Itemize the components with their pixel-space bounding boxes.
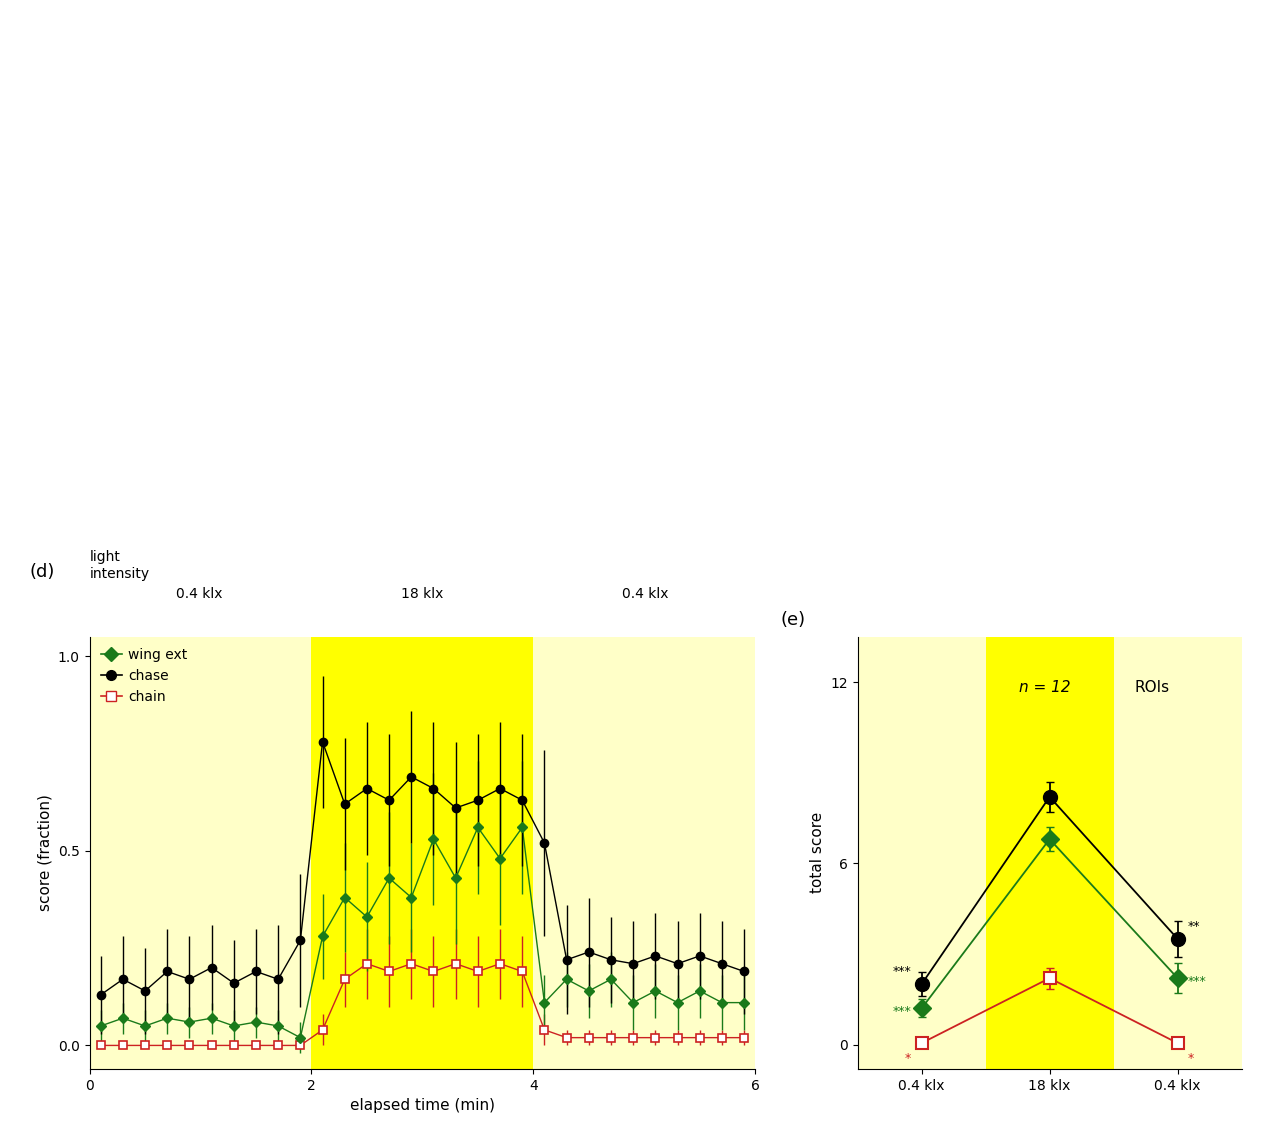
Text: ROIs: ROIs: [1134, 680, 1169, 695]
Text: (e): (e): [781, 611, 806, 629]
Y-axis label: score (fraction): score (fraction): [37, 795, 52, 911]
Text: ***: ***: [892, 965, 911, 978]
Bar: [986, 637, 1114, 1069]
Legend: wing ext, chase, chain: wing ext, chase, chain: [96, 644, 192, 708]
Text: **: **: [1188, 920, 1201, 932]
Text: (d): (d): [29, 563, 55, 581]
Bar: [311, 637, 534, 1069]
Text: 0.4 klx: 0.4 klx: [177, 587, 223, 600]
Text: 0.4 klx: 0.4 klx: [622, 587, 668, 600]
Text: *: *: [905, 1052, 911, 1064]
Text: ***: ***: [1188, 974, 1207, 988]
X-axis label: elapsed time (min): elapsed time (min): [349, 1098, 495, 1113]
Text: n = 12: n = 12: [1019, 680, 1070, 695]
Text: *: *: [1188, 1052, 1194, 1064]
Bar: [90, 637, 311, 1069]
Bar: [534, 637, 755, 1069]
Y-axis label: total score: total score: [810, 812, 824, 894]
Text: 18 klx: 18 klx: [401, 587, 444, 600]
Text: light
intensity: light intensity: [90, 550, 150, 581]
Text: ***: ***: [892, 1005, 911, 1018]
